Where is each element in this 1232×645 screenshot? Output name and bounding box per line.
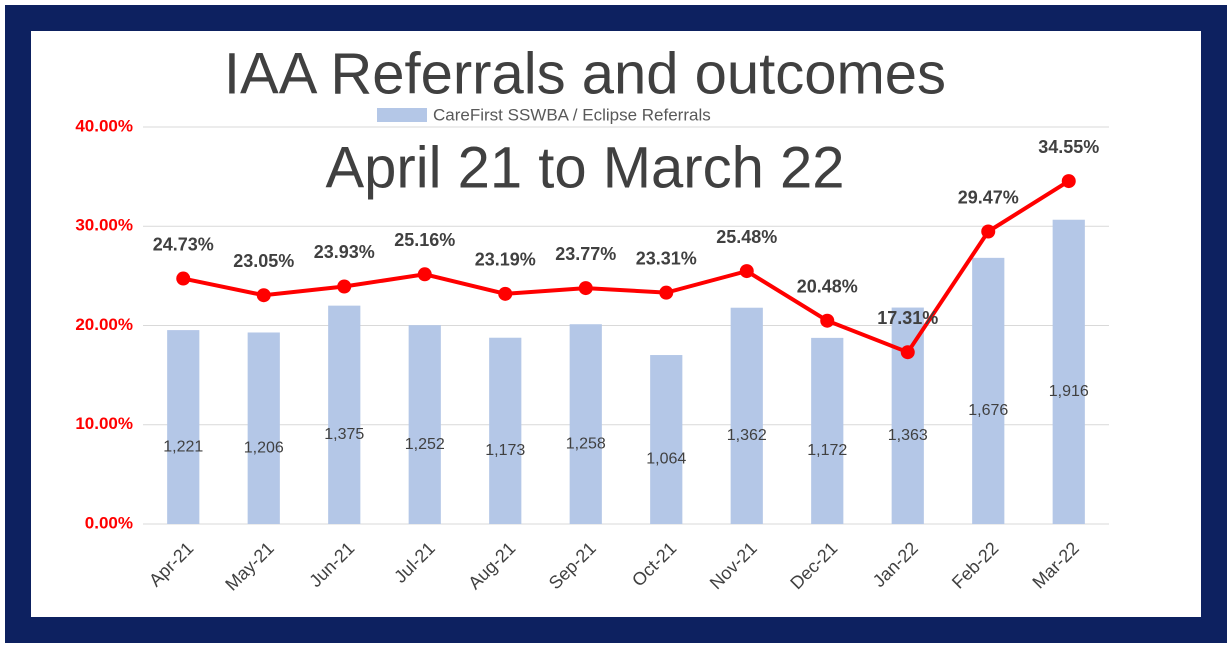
bar xyxy=(167,330,200,524)
line-marker xyxy=(739,264,754,279)
legend-swatch xyxy=(377,108,427,122)
line-value-label: 34.55% xyxy=(1038,137,1099,157)
bar-value-label: 1,676 xyxy=(968,402,1008,419)
line-marker xyxy=(256,288,271,303)
line-value-label: 24.73% xyxy=(153,234,214,254)
line-value-label: 17.31% xyxy=(877,308,938,328)
bar xyxy=(1052,219,1085,524)
line-marker xyxy=(337,279,352,294)
y-tick-label: 0.00% xyxy=(85,513,133,532)
line-value-label: 23.31% xyxy=(636,248,697,268)
bar-value-label: 1,252 xyxy=(405,436,445,453)
y-tick-label: 10.00% xyxy=(75,414,133,433)
bar-value-label: 1,221 xyxy=(163,438,203,455)
bar xyxy=(972,257,1005,524)
bar-value-label: 1,173 xyxy=(485,442,525,459)
line-value-label: 23.77% xyxy=(555,244,616,264)
line xyxy=(182,179,1070,355)
bar-value-label: 1,172 xyxy=(807,442,847,459)
bar-value-label: 1,362 xyxy=(727,427,767,444)
line-value-label: 23.19% xyxy=(475,250,536,270)
chart-title: IAA Referrals and outcomes xyxy=(224,41,946,106)
y-tick-label: 40.00% xyxy=(75,116,133,135)
bar xyxy=(650,355,683,524)
line-marker xyxy=(1061,174,1076,189)
bar xyxy=(891,307,924,524)
line-value-label: 23.93% xyxy=(314,242,375,262)
line-value-label: 23.05% xyxy=(233,251,294,271)
line-marker xyxy=(659,285,674,300)
line-marker xyxy=(900,345,915,360)
bar-value-label: 1,258 xyxy=(566,435,606,452)
line-value-label: 20.48% xyxy=(797,276,858,296)
line-value-label: 25.48% xyxy=(716,227,777,247)
line-value-label: 29.47% xyxy=(958,187,1019,207)
y-tick-label: 30.00% xyxy=(75,216,133,235)
legend-label: CareFirst SSWBA / Eclipse Referrals xyxy=(433,105,711,124)
line-marker xyxy=(417,267,432,282)
chart-subtitle: April 21 to March 22 xyxy=(325,135,844,200)
bar xyxy=(811,337,844,524)
line-marker xyxy=(176,271,191,286)
bar xyxy=(569,324,602,524)
line-value-label: 25.16% xyxy=(394,230,455,250)
line-marker xyxy=(820,313,835,328)
line-marker xyxy=(498,286,513,301)
frame xyxy=(5,5,1227,643)
bar xyxy=(489,337,522,524)
bar-value-label: 1,375 xyxy=(324,426,364,443)
y-tick-label: 20.00% xyxy=(75,315,133,334)
bar xyxy=(328,305,361,524)
line-marker xyxy=(981,224,996,239)
bar xyxy=(247,332,280,524)
line-marker xyxy=(578,281,593,296)
bar-value-label: 1,064 xyxy=(646,451,686,468)
bar xyxy=(408,325,441,524)
bar xyxy=(730,307,763,524)
bar-value-label: 1,206 xyxy=(244,439,284,456)
bar-value-label: 1,363 xyxy=(888,427,928,444)
bar-value-label: 1,916 xyxy=(1049,383,1089,400)
